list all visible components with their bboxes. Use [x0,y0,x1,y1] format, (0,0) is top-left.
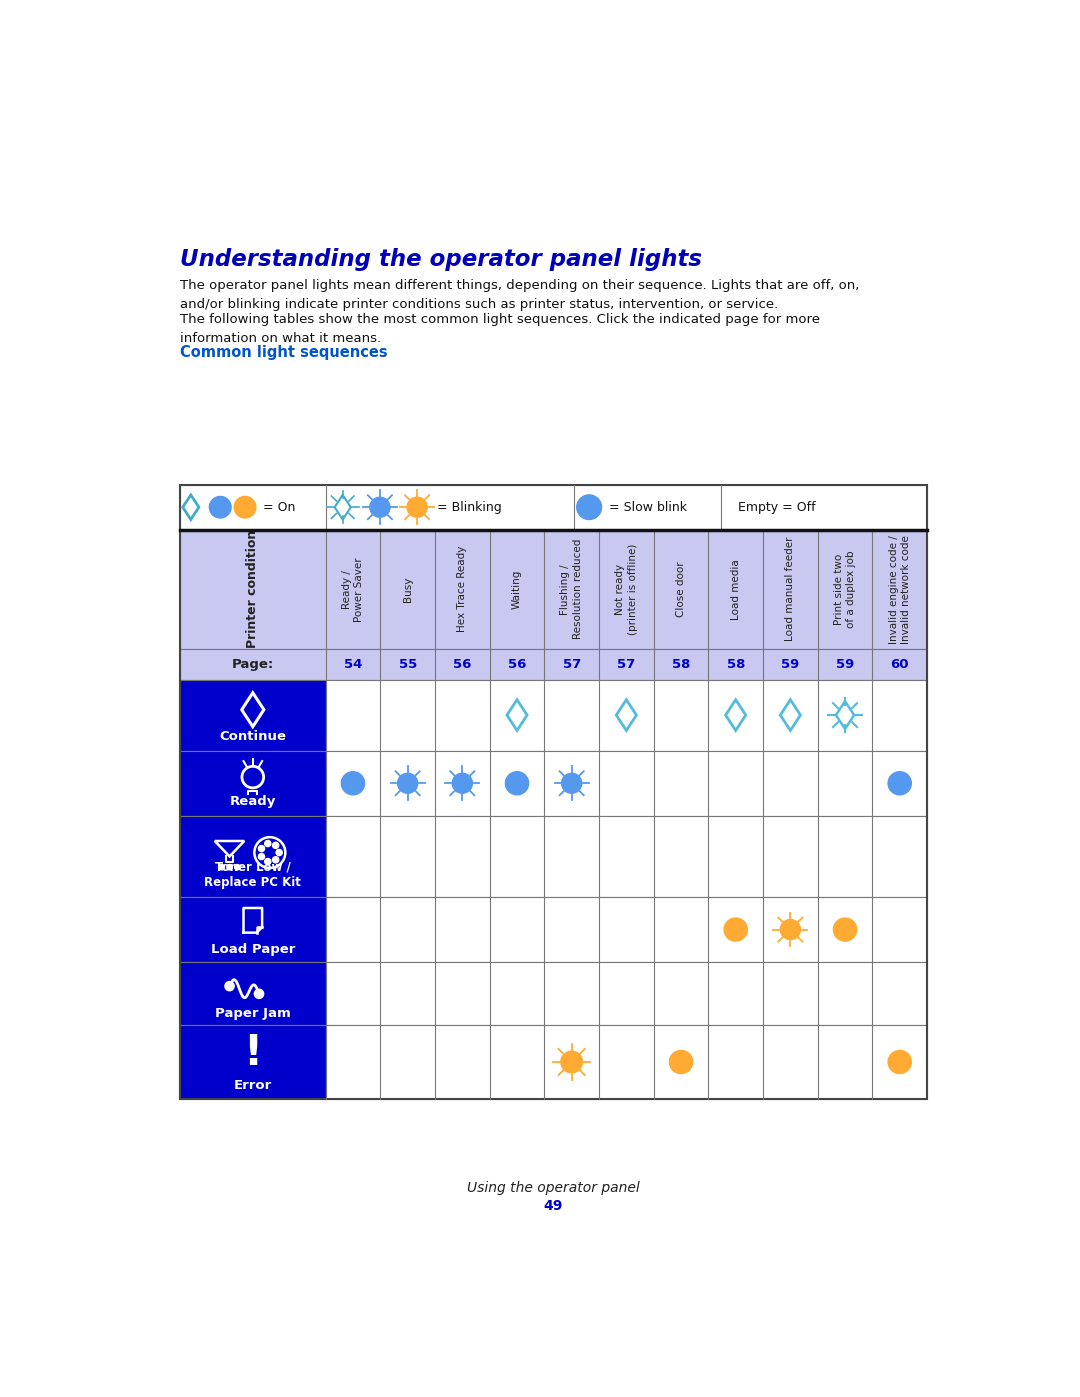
Text: Common light sequences: Common light sequences [180,345,388,360]
Circle shape [453,774,472,793]
Bar [180,750,326,816]
Text: Load manual feeder: Load manual feeder [785,536,795,641]
Circle shape [341,771,365,795]
Bar [180,816,326,897]
Circle shape [834,918,856,942]
Text: 59: 59 [836,658,854,671]
Text: = On: = On [262,500,295,514]
Bar [326,816,927,897]
Text: 58: 58 [727,658,745,671]
Bar [180,529,927,648]
Text: Hex Trace Ready: Hex Trace Ready [457,546,468,633]
Text: !: ! [243,1032,262,1074]
Text: 58: 58 [672,658,690,671]
Circle shape [369,497,390,517]
Circle shape [219,865,225,870]
Circle shape [888,1051,912,1073]
Text: Continue: Continue [219,729,286,743]
Text: = Blinking: = Blinking [437,500,502,514]
Text: Toner Low /
Replace PC Kit: Toner Low / Replace PC Kit [204,861,301,888]
Circle shape [225,982,234,990]
Text: 54: 54 [343,658,362,671]
Text: Understanding the operator panel lights: Understanding the operator panel lights [180,249,702,271]
Text: 49: 49 [544,1200,563,1214]
Text: Busy: Busy [403,577,413,602]
Circle shape [407,497,428,517]
Bar [326,897,927,963]
Circle shape [234,865,240,870]
Bar [180,897,326,963]
Text: 55: 55 [399,658,417,671]
Text: Waiting: Waiting [512,570,522,609]
Text: Paper Jam: Paper Jam [215,1007,291,1020]
Bar [180,963,326,1025]
Bar [326,680,927,750]
Text: Load media: Load media [731,559,741,620]
Bar [180,485,927,1098]
Text: Ready: Ready [230,795,276,809]
Bar [326,963,927,1025]
Circle shape [265,859,271,865]
Circle shape [562,774,582,793]
Circle shape [505,771,528,795]
Text: Using the operator panel: Using the operator panel [468,1180,639,1194]
Circle shape [888,771,912,795]
Circle shape [210,496,231,518]
Text: Empty = Off: Empty = Off [738,500,815,514]
Text: Load Paper: Load Paper [211,943,295,956]
Text: Error: Error [233,1080,272,1092]
Text: = Slow blink: = Slow blink [609,500,687,514]
Bar [326,1025,927,1098]
Text: The operator panel lights mean different things, depending on their sequence. Li: The operator panel lights mean different… [180,279,860,310]
Circle shape [255,989,264,999]
Bar [326,750,927,816]
Circle shape [780,919,800,940]
Text: 57: 57 [563,658,581,671]
Circle shape [276,849,282,855]
Text: 56: 56 [454,658,472,671]
Circle shape [272,842,279,848]
Text: Close door: Close door [676,562,686,617]
Text: The following tables show the most common light sequences. Click the indicated p: The following tables show the most commo… [180,313,820,345]
Circle shape [724,918,747,942]
Circle shape [561,1051,582,1073]
Text: Flushing /
Resolution reduced: Flushing / Resolution reduced [561,539,583,640]
Text: Not ready
(printer is offline): Not ready (printer is offline) [616,543,637,634]
Circle shape [227,865,232,870]
Circle shape [258,845,265,852]
Circle shape [272,856,279,863]
Text: Printer condition: Printer condition [246,529,259,648]
Circle shape [670,1051,692,1073]
Text: Page:: Page: [232,658,274,671]
Text: 57: 57 [618,658,635,671]
Bar [180,485,927,529]
Bar [180,680,326,750]
Circle shape [397,774,418,793]
Circle shape [258,854,265,859]
Circle shape [234,496,256,518]
Text: Print side two
of a duplex job: Print side two of a duplex job [834,550,856,629]
Circle shape [265,841,271,847]
Circle shape [577,495,602,520]
Text: 60: 60 [891,658,909,671]
Text: Invalid engine code /
Invalid network code: Invalid engine code / Invalid network co… [889,535,910,644]
Text: 56: 56 [508,658,526,671]
Bar [180,1025,326,1098]
Text: 59: 59 [781,658,799,671]
Text: Ready /
Power Saver: Ready / Power Saver [341,557,364,622]
Bar [180,648,927,680]
